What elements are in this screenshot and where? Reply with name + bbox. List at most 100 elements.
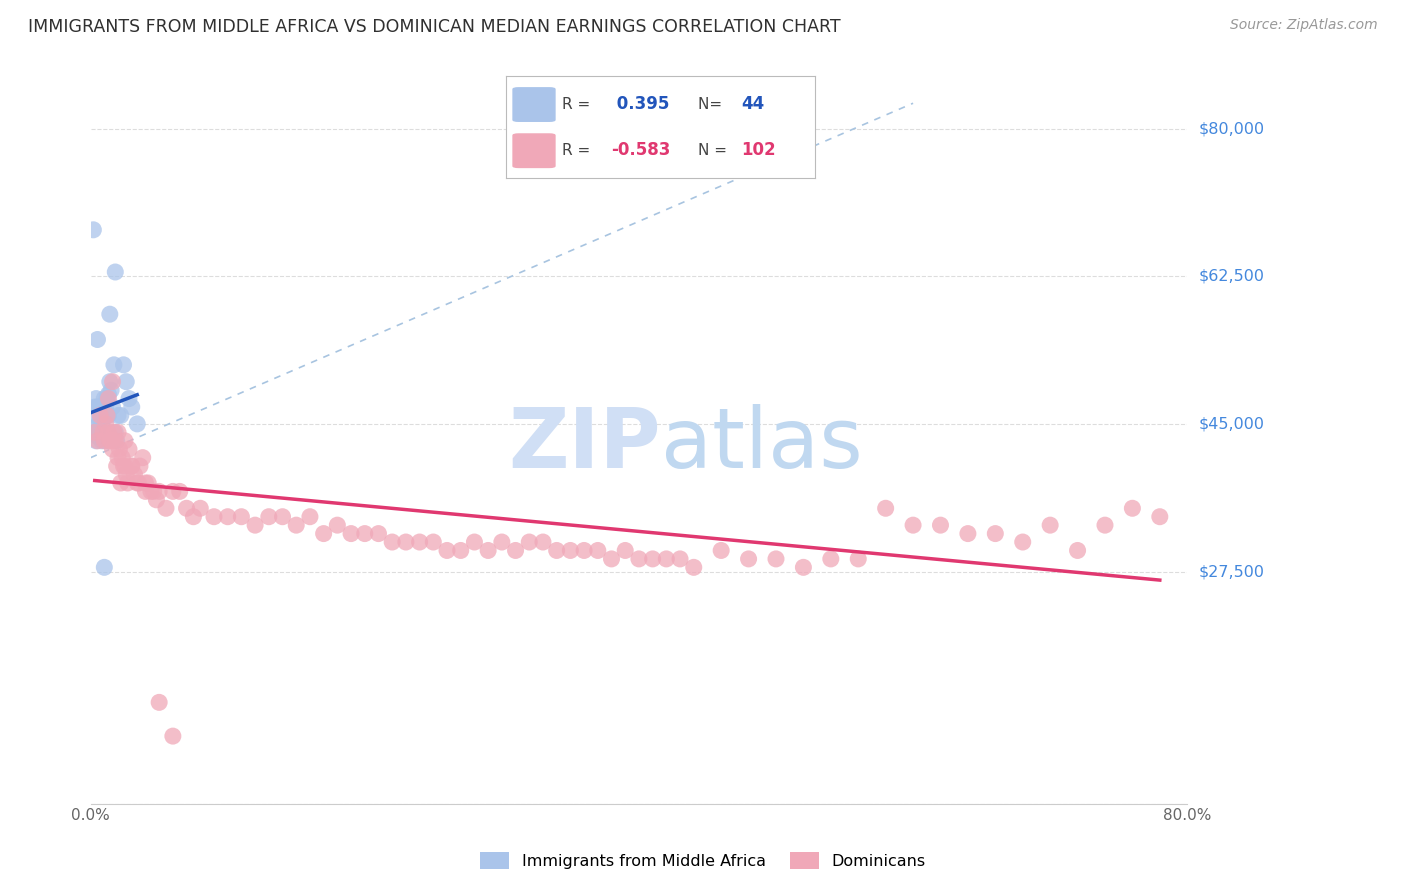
Point	[127, 475, 149, 490]
Text: Source: ZipAtlas.com: Source: ZipAtlas.com	[1230, 18, 1378, 32]
Text: R =: R =	[562, 143, 595, 158]
Point	[83, 400, 105, 414]
Point	[128, 475, 150, 490]
Point	[89, 425, 111, 440]
Point	[93, 425, 115, 440]
Point	[112, 459, 135, 474]
Point	[422, 535, 444, 549]
Point	[100, 383, 122, 397]
Text: $62,500: $62,500	[1198, 268, 1264, 284]
Point	[117, 475, 139, 490]
Point	[84, 425, 107, 440]
Point	[86, 429, 108, 443]
Point	[145, 492, 167, 507]
Point	[124, 467, 146, 482]
Point	[91, 425, 114, 440]
Point	[450, 543, 472, 558]
Point	[176, 501, 198, 516]
Point	[134, 475, 156, 490]
Text: 0.395: 0.395	[612, 95, 669, 113]
Point	[98, 434, 121, 448]
Point	[1039, 518, 1062, 533]
Point	[148, 695, 170, 709]
Point	[134, 484, 156, 499]
Point	[127, 417, 149, 431]
Text: R =: R =	[562, 96, 595, 112]
Point	[139, 484, 162, 499]
Point	[115, 467, 138, 482]
Point	[1149, 509, 1171, 524]
Text: atlas: atlas	[661, 404, 863, 485]
Point	[103, 425, 125, 440]
Point	[477, 543, 499, 558]
Point	[121, 459, 143, 474]
Point	[90, 434, 112, 448]
Text: $80,000: $80,000	[1198, 121, 1264, 136]
Point	[162, 729, 184, 743]
Text: N =: N =	[697, 143, 731, 158]
Point	[101, 375, 124, 389]
Point	[710, 543, 733, 558]
Point	[641, 552, 664, 566]
Point	[765, 552, 787, 566]
FancyBboxPatch shape	[512, 133, 555, 168]
Point	[98, 307, 121, 321]
Point	[129, 459, 152, 474]
Point	[285, 518, 308, 533]
Point	[136, 475, 159, 490]
Point	[271, 509, 294, 524]
Point	[114, 434, 136, 448]
Point	[114, 459, 136, 474]
Text: IMMIGRANTS FROM MIDDLE AFRICA VS DOMINICAN MEDIAN EARNINGS CORRELATION CHART: IMMIGRANTS FROM MIDDLE AFRICA VS DOMINIC…	[28, 18, 841, 36]
Point	[491, 535, 513, 549]
Point	[103, 358, 125, 372]
Point	[96, 409, 118, 423]
Point	[188, 501, 211, 516]
Point	[353, 526, 375, 541]
Point	[110, 409, 132, 423]
Point	[97, 409, 120, 423]
Point	[89, 425, 111, 440]
Point	[82, 409, 104, 423]
Text: $27,500: $27,500	[1198, 564, 1264, 579]
Point	[107, 409, 129, 423]
Point	[381, 535, 404, 549]
Point	[82, 223, 104, 237]
Point	[655, 552, 678, 566]
Point	[901, 518, 924, 533]
Point	[1094, 518, 1116, 533]
Point	[108, 442, 131, 457]
Point	[600, 552, 623, 566]
Point	[875, 501, 897, 516]
Point	[820, 552, 842, 566]
Point	[792, 560, 814, 574]
Point	[89, 412, 111, 426]
Point	[89, 409, 111, 423]
Point	[91, 409, 114, 423]
Point	[531, 535, 554, 549]
Point	[298, 509, 321, 524]
Point	[155, 501, 177, 516]
Point	[614, 543, 637, 558]
Point	[94, 434, 117, 448]
Point	[142, 484, 165, 499]
Point	[93, 434, 115, 448]
Point	[231, 509, 253, 524]
Point	[104, 265, 127, 279]
Point	[86, 434, 108, 448]
Point	[110, 475, 132, 490]
Point	[340, 526, 363, 541]
Point	[463, 535, 485, 549]
Point	[669, 552, 692, 566]
Point	[1066, 543, 1088, 558]
Point	[105, 434, 128, 448]
Point	[572, 543, 595, 558]
Point	[91, 425, 114, 440]
Text: -0.583: -0.583	[612, 141, 671, 159]
Point	[118, 392, 141, 406]
Point	[202, 509, 225, 524]
Point	[107, 425, 129, 440]
Point	[83, 425, 105, 440]
Point	[436, 543, 458, 558]
FancyBboxPatch shape	[512, 87, 555, 122]
